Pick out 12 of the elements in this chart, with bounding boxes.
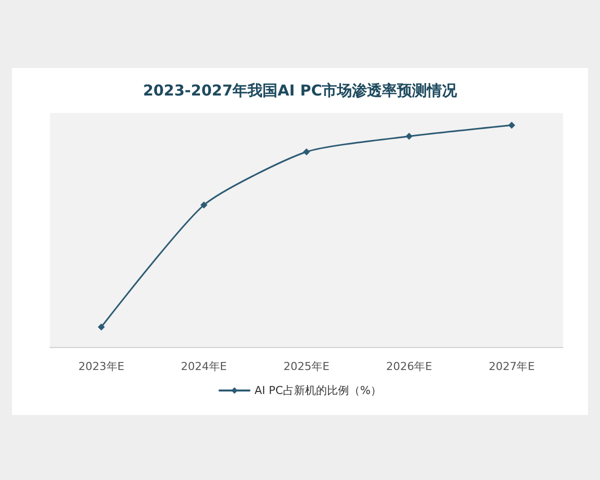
point bbox=[200, 202, 208, 209]
chart-title: 2023-2027年我国AI PC市场渗透率预测情况 bbox=[142, 82, 458, 100]
point bbox=[406, 132, 413, 140]
point bbox=[303, 148, 310, 156]
x-tick-label: 2023年E bbox=[78, 360, 124, 373]
x-tick-label: 2027年E bbox=[488, 360, 535, 373]
point bbox=[98, 324, 105, 331]
legend-label: AI PC占新机的比例（%） bbox=[254, 384, 382, 397]
x-tick-label: 2025年E bbox=[284, 360, 330, 373]
x-tick-label: 2024年E bbox=[180, 360, 227, 373]
x-tick-label: 2026年E bbox=[386, 360, 432, 373]
point bbox=[508, 122, 516, 129]
